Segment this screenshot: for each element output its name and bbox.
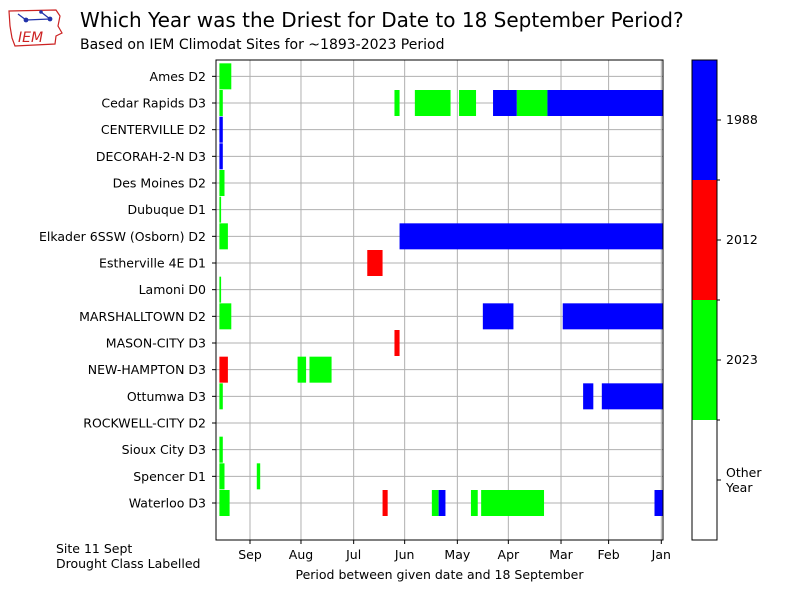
colorbar-frame (691, 59, 718, 541)
bar-segment-2023 (219, 463, 225, 490)
bar-segment-1988 (438, 490, 446, 516)
site-label: Spencer D1 (133, 469, 206, 484)
bar-segment-1988 (562, 303, 663, 330)
bar-segment-2023 (481, 490, 545, 516)
x-tick-label: Apr (498, 547, 520, 562)
bar-segments (219, 63, 663, 516)
bar-segment-1988 (219, 116, 223, 143)
bar-segment-2023 (309, 356, 332, 383)
bar-segment-2023 (431, 490, 439, 516)
x-tick-label: May (444, 547, 470, 562)
site-label: MASON-CITY D3 (106, 336, 206, 351)
bar-segment-2012 (219, 356, 228, 383)
x-tick-labels: Sep Aug Jul Jun May Apr Mar Feb Jan (238, 540, 671, 562)
site-labels: Ames D2 Cedar Rapids D3 CENTERVILLE D2 DECO… (39, 69, 216, 511)
bar-segment-2023 (219, 170, 225, 196)
bar-segment-2023 (256, 463, 261, 490)
site-label: Dubuque D1 (127, 202, 206, 217)
bar-segment-2012 (394, 330, 400, 356)
bar-segment-1988 (601, 383, 663, 410)
colorbar-segment (692, 420, 717, 540)
site-label: MARSHALLTOWN D2 (79, 309, 206, 324)
x-tick-label: Mar (549, 547, 573, 562)
bar-segment-2023 (219, 383, 223, 410)
logo-text: IEM (18, 30, 43, 46)
bar-segment-2023 (470, 490, 478, 516)
colorbar-label: 1988 (726, 112, 758, 127)
bar-segment-2023 (414, 90, 451, 116)
site-label: Sioux City D3 (122, 442, 206, 457)
site-label: CENTERVILLE D2 (101, 122, 206, 137)
bar-segment-2023 (297, 356, 307, 383)
bar-segment-1988 (482, 303, 514, 330)
colorbar-label: 2012 (726, 232, 758, 247)
site-label: NEW-HAMPTON D3 (88, 362, 206, 377)
colorbar-label: Other Year (726, 464, 762, 495)
iem-logo: IEM (8, 9, 63, 47)
x-tick-label: Jan (651, 547, 671, 562)
bar-segment-2023 (516, 90, 548, 116)
bar-segment-1988 (654, 490, 663, 516)
bar-segment-1988 (493, 90, 517, 116)
colorbar-label: 2023 (726, 352, 758, 367)
bar-segment-2023 (394, 90, 400, 116)
site-label: Des Moines D2 (113, 176, 206, 191)
x-tick-label: Aug (289, 547, 313, 562)
bar-segment-2023 (219, 436, 223, 463)
site-label: Waterloo D3 (129, 496, 206, 511)
chart-title: Which Year was the Driest for Date to 18… (80, 8, 684, 32)
colorbar-segment (692, 300, 717, 420)
colorbar-segment (692, 60, 717, 180)
bar-segment-1988 (399, 223, 663, 250)
x-tick-label: Jul (345, 547, 361, 562)
bar-segment-1988 (547, 90, 663, 116)
bar-segment-2023 (219, 63, 232, 90)
plot-frame (215, 59, 664, 541)
bar-segment-1988 (583, 383, 594, 410)
bar-segment-2023 (219, 223, 228, 250)
site-label: Cedar Rapids D3 (101, 96, 206, 111)
site-label: Ames D2 (150, 69, 206, 84)
bar-segment-2023 (219, 303, 232, 330)
bar-segment-2012 (367, 250, 383, 276)
bar-segment-2023 (219, 196, 222, 223)
site-label: Lamoni D0 (139, 282, 206, 297)
site-label: Estherville 4E D1 (99, 256, 206, 271)
site-label: Ottumwa D3 (127, 389, 206, 404)
bar-segment-2023 (219, 490, 230, 516)
x-tick-label: Jun (394, 547, 415, 562)
bar-segment-2012 (382, 490, 388, 516)
bar-segment-1988 (219, 143, 223, 170)
colorbar (691, 59, 721, 541)
site-label: DECORAH-2-N D3 (96, 149, 206, 164)
grid-lines (216, 60, 663, 540)
x-tick-label: Feb (598, 547, 620, 562)
x-tick-label: Sep (238, 547, 262, 562)
bar-segment-2023 (219, 276, 222, 303)
site-label: Elkader 6SSW (Osborn) D2 (39, 229, 206, 244)
x-axis-label: Period between given date and 18 Septemb… (295, 567, 584, 582)
colorbar-segment (692, 180, 717, 300)
footnote: Site 11 Sept Drought Class Labelled (56, 541, 201, 571)
site-label: ROCKWELL-CITY D2 (83, 416, 206, 431)
bar-segment-2023 (219, 90, 223, 116)
chart-subtitle: Based on IEM Climodat Sites for ~1893-20… (80, 37, 445, 53)
bar-segment-2023 (459, 90, 477, 116)
